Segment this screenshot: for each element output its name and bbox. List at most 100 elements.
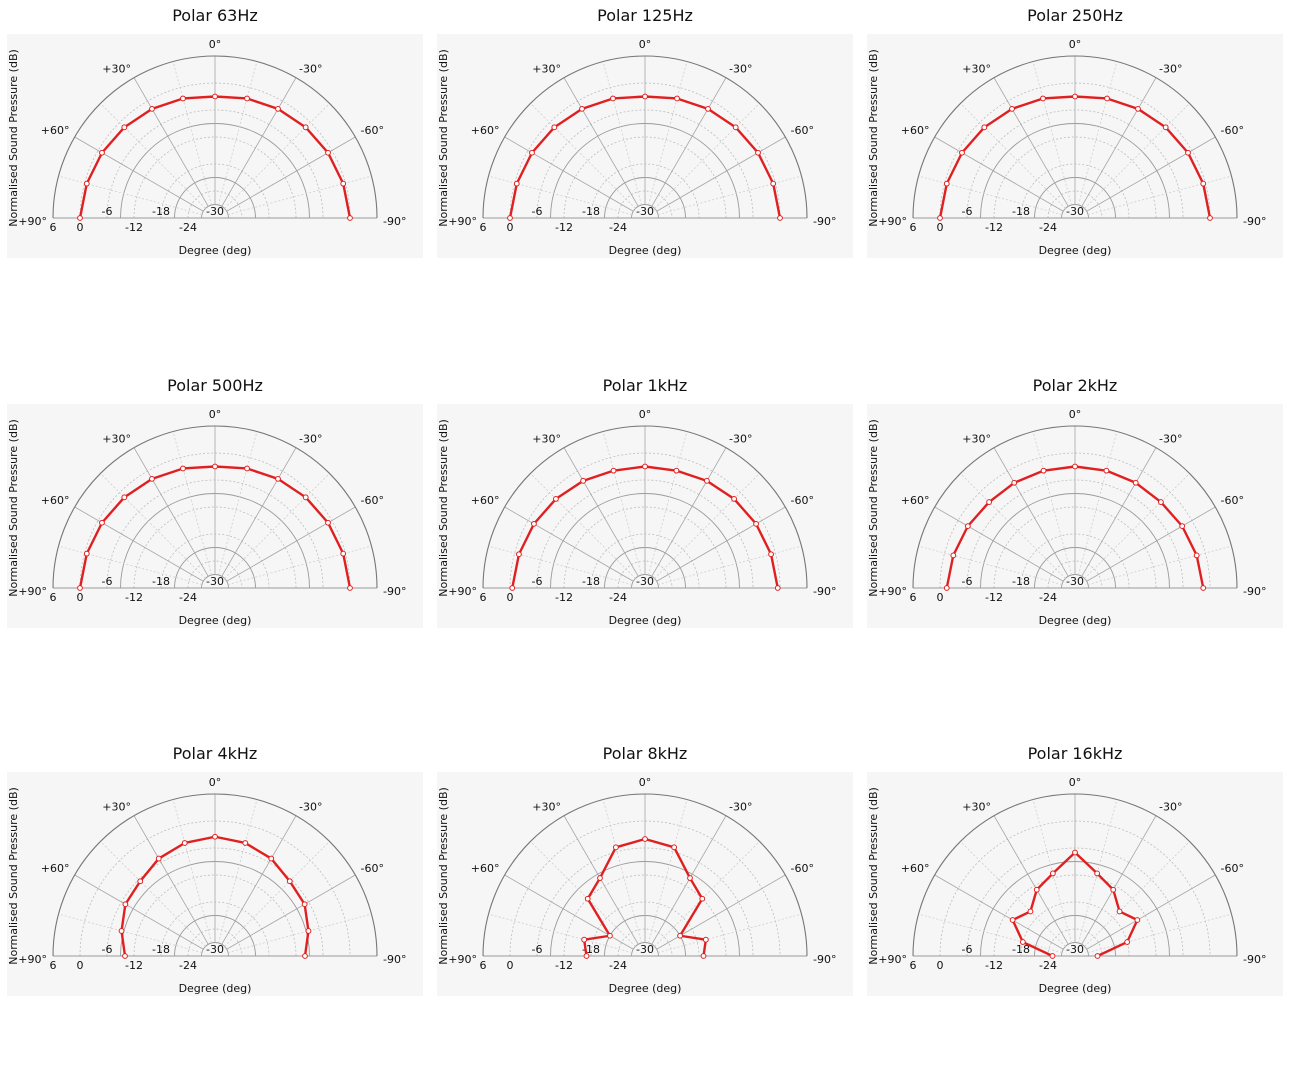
data-point (1072, 93, 1078, 100)
angular-grid-line (488, 175, 633, 215)
data-point (1072, 463, 1078, 470)
angular-grid-line (993, 815, 1069, 945)
angle-tick-label: 0° (639, 408, 652, 421)
outer-arc (52, 55, 378, 219)
angular-grid-line (1087, 175, 1232, 215)
data-point (302, 124, 309, 131)
radial-tick-label: -18 (1012, 205, 1030, 218)
angle-tick-label: -90° (383, 585, 406, 598)
angle-tick-label: +30° (102, 63, 131, 76)
data-point (703, 477, 710, 484)
x-axis-label: Degree (deg) (609, 244, 682, 257)
angular-grid-line (563, 447, 639, 577)
angular-grid-line (654, 103, 760, 209)
data-point (1104, 95, 1110, 102)
angular-grid-line (488, 913, 633, 953)
angular-grid-line (58, 545, 203, 585)
data-point (731, 496, 737, 502)
radial-tick-label: 0 (77, 959, 84, 972)
angle-tick-label: -60° (1220, 494, 1243, 507)
radial-tick-label: -18 (152, 943, 170, 956)
data-point (1040, 95, 1046, 102)
radial-grid-arc (1047, 560, 1103, 589)
data-point (121, 124, 128, 131)
angular-grid-line (100, 841, 206, 947)
data-point (642, 93, 648, 100)
data-point (77, 215, 83, 221)
data-point (1103, 467, 1110, 474)
angular-grid-line (226, 136, 356, 212)
radial-tick-label: -12 (555, 591, 573, 604)
data-point (275, 105, 281, 112)
data-point (943, 180, 950, 187)
radial-grid-arc (617, 560, 673, 589)
angular-grid-line (133, 447, 209, 577)
angular-grid-line (58, 913, 203, 953)
radial-tick-label: -24 (609, 959, 627, 972)
radial-tick-label: -12 (125, 591, 143, 604)
data-point (553, 496, 559, 502)
angular-grid-line (221, 447, 297, 577)
angle-tick-label: +30° (102, 433, 131, 446)
angular-grid-line (74, 136, 204, 212)
angle-tick-label: 0° (639, 38, 652, 51)
chart-title: Polar 500Hz (167, 376, 263, 395)
data-point (509, 585, 516, 591)
angle-tick-label: -30° (729, 63, 752, 76)
data-point (551, 124, 558, 131)
angle-tick-label: -90° (1243, 953, 1266, 966)
radial-tick-label: -6 (102, 943, 113, 956)
data-point (181, 840, 188, 846)
angle-tick-label: +90° (878, 585, 907, 598)
angle-tick-label: +90° (18, 953, 47, 966)
angular-grid-line (224, 841, 330, 947)
angular-grid-line (1084, 473, 1190, 579)
angle-tick-label: -90° (813, 953, 836, 966)
angle-tick-label: -60° (1220, 862, 1243, 875)
data-point (671, 844, 678, 851)
radial-tick-label: -12 (985, 221, 1003, 234)
radial-tick-label: 6 (480, 221, 487, 234)
angle-tick-label: 0° (1069, 776, 1082, 789)
angular-grid-line (1084, 103, 1190, 209)
angle-tick-label: 0° (209, 38, 222, 51)
angle-tick-label: 0° (209, 776, 222, 789)
radial-tick-label: -18 (1012, 575, 1030, 588)
data-point (1185, 149, 1191, 156)
angle-tick-label: +30° (532, 63, 561, 76)
data-point (302, 953, 308, 959)
angular-grid-line (648, 431, 688, 576)
radial-tick-label: -6 (962, 575, 973, 588)
angular-grid-line (993, 77, 1069, 207)
radial-tick-label: -12 (125, 959, 143, 972)
y-axis-label: Normalised Sound Pressure (dB) (7, 787, 20, 965)
outer-arc (52, 425, 378, 589)
radial-tick-label: 6 (910, 959, 917, 972)
angular-grid-line (504, 506, 634, 582)
angular-grid-line (224, 473, 330, 579)
outer-arc (482, 55, 808, 219)
radial-tick-label: -30 (1066, 943, 1084, 956)
data-point (964, 523, 971, 530)
data-point (1049, 953, 1056, 959)
data-point (83, 180, 90, 187)
radial-grid-arc (939, 452, 1211, 589)
radial-tick-label: -6 (102, 575, 113, 588)
angular-grid-line (563, 77, 639, 207)
angular-grid-line (602, 799, 642, 944)
radial-tick-label: -6 (532, 205, 543, 218)
angular-grid-line (960, 473, 1066, 579)
polar-chart-svg: Polar 8kHz +90° +60° +30° 0° -30° -60° -90° 6 0 -6… (437, 744, 853, 996)
angle-tick-label: +90° (878, 953, 907, 966)
radial-tick-label: 6 (480, 959, 487, 972)
radial-grid-arc (563, 506, 727, 589)
angle-tick-label: +90° (448, 215, 477, 228)
data-point (1040, 467, 1047, 474)
data-point (673, 467, 680, 474)
angle-tick-label: 0° (639, 776, 652, 789)
angular-grid-line (656, 506, 786, 582)
angle-tick-label: -30° (1159, 801, 1182, 814)
angle-tick-label: +90° (448, 585, 477, 598)
angle-tick-label: -60° (360, 124, 383, 137)
angle-tick-label: -90° (813, 585, 836, 598)
